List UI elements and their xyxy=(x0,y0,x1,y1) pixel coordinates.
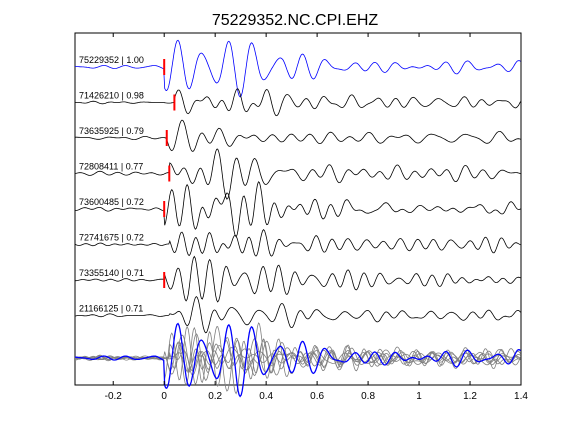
stacked-overlay-group xyxy=(74,322,521,398)
plot-frame xyxy=(74,32,522,386)
trace-line xyxy=(74,39,521,98)
x-tick-label: -0.2 xyxy=(105,391,123,402)
trace-label: 73600485 | 0.72 xyxy=(79,197,144,207)
chart-title: 75229352.NC.CPI.EHZ xyxy=(212,12,379,29)
x-tick-label: 0.2 xyxy=(208,391,222,402)
x-tick-label: 0.8 xyxy=(361,391,375,402)
trace-line xyxy=(74,228,521,257)
trace-label: 72741675 | 0.72 xyxy=(79,233,144,243)
overlay-trace-line xyxy=(74,322,521,398)
overlay-trace-line xyxy=(74,339,521,376)
trace-line xyxy=(74,296,521,334)
trace-line xyxy=(75,181,521,238)
trace-label: 75229352 | 1.00 xyxy=(79,55,144,65)
x-tick-label: 0.6 xyxy=(310,391,324,402)
x-tick-label: 1.2 xyxy=(463,391,477,402)
trace-label: 73355140 | 0.71 xyxy=(79,268,144,278)
x-tick-label: 0 xyxy=(161,391,167,402)
x-tick-label: 0.4 xyxy=(259,391,273,402)
traces-group: 75229352 | 1.00 71426210 | 0.98 73635925 |… xyxy=(74,39,521,334)
trace-label: 71426210 | 0.98 xyxy=(79,91,144,101)
x-axis: -0.2 0 0.2 0.4 0.6 0.8 1 1.2 1.4 xyxy=(105,33,528,402)
trace-line xyxy=(74,255,521,303)
trace-label: 73635925 | 0.79 xyxy=(79,126,144,136)
trace-line xyxy=(74,119,521,152)
x-tick-label: 1 xyxy=(416,391,422,402)
trace-line xyxy=(74,88,521,117)
trace-line xyxy=(74,148,521,200)
trace-label: 21166125 | 0.71 xyxy=(79,304,143,314)
x-tick-label: 1.4 xyxy=(514,391,528,402)
trace-label: 72808411 | 0.77 xyxy=(79,162,143,172)
